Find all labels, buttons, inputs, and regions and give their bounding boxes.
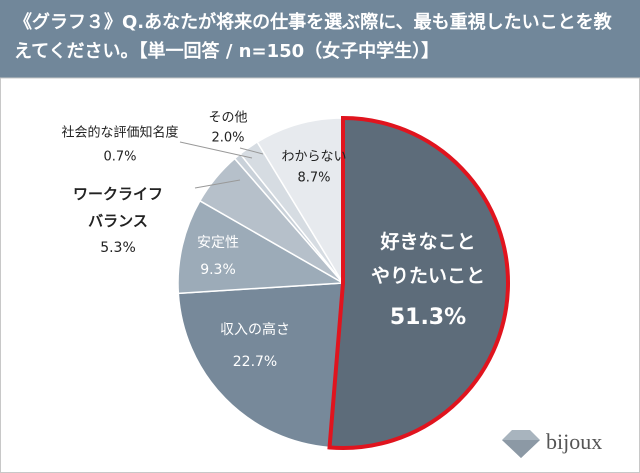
value-label: 51.3% xyxy=(390,305,466,330)
slice-label: ワークライフバランス xyxy=(73,185,163,230)
slice-label: 社会的な評価知名度 xyxy=(61,125,178,141)
slice-label: わからない xyxy=(281,150,346,165)
pie-slice xyxy=(177,282,344,449)
value-label: 8.7% xyxy=(297,171,330,186)
brand: bijoux xyxy=(546,429,602,454)
slice-label: 好きなことやりたいこと xyxy=(371,230,485,287)
pie-slice xyxy=(327,115,510,450)
value-label: 9.3% xyxy=(200,262,236,278)
value-label: 2.0% xyxy=(211,131,244,146)
logo xyxy=(502,430,540,458)
value-label: 0.7% xyxy=(103,150,136,165)
slice-label: 収入の高さ xyxy=(220,321,290,338)
slice-label: 安定性 xyxy=(197,235,239,251)
leader-line xyxy=(179,141,253,159)
slice-label: その他 xyxy=(208,111,247,126)
pie-slice xyxy=(177,199,346,295)
leader-line xyxy=(239,147,264,155)
leader-line xyxy=(194,179,241,189)
value-label: 22.7% xyxy=(233,354,277,370)
chart-title: 《グラフ３》Q.あなたが将来の仕事を選ぶ際に、最も重視したいことを教えてください… xyxy=(0,0,640,78)
value-label: 5.3% xyxy=(100,240,136,256)
